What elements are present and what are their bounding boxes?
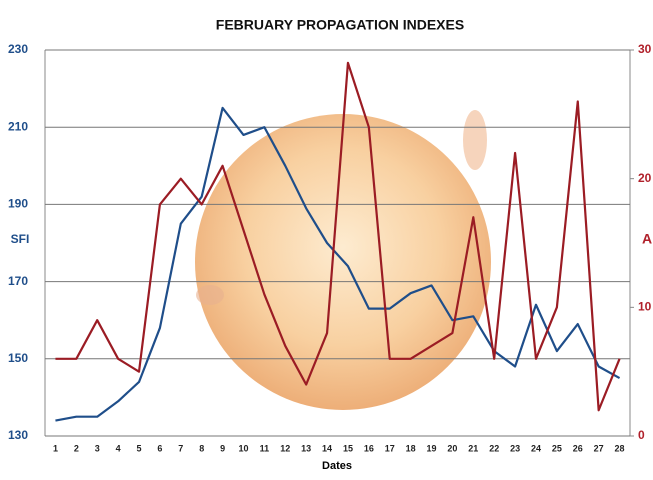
y-tick-label: 150 [8, 351, 28, 365]
y2-tick-label: 30 [638, 42, 652, 56]
x-tick-label: 17 [385, 443, 395, 453]
x-tick-label: 25 [552, 443, 562, 453]
x-tick-label: 15 [343, 443, 353, 453]
x-tick-label: 19 [427, 443, 437, 453]
y2-tick-label: 20 [638, 171, 652, 185]
x-tick-label: 9 [220, 443, 225, 453]
y2-axis-label: A [642, 231, 652, 247]
y-tick-label: 190 [8, 197, 28, 211]
x-tick-label: 26 [573, 443, 583, 453]
x-tick-label: 23 [510, 443, 520, 453]
sun-flare [463, 110, 487, 170]
x-tick-label: 21 [468, 443, 478, 453]
y-axis-label: SFI [11, 232, 30, 246]
x-tick-label: 16 [364, 443, 374, 453]
x-tick-label: 27 [594, 443, 604, 453]
x-tick-label: 1 [53, 443, 58, 453]
x-axis-label: Dates [322, 460, 352, 472]
x-tick-label: 20 [447, 443, 457, 453]
x-tick-label: 4 [116, 443, 121, 453]
x-tick-label: 10 [238, 443, 248, 453]
chart-title: FEBRUARY PROPAGATION INDEXES [216, 17, 464, 33]
x-tick-label: 13 [301, 443, 311, 453]
y-tick-label: 130 [8, 428, 28, 442]
x-tick-label: 3 [95, 443, 100, 453]
x-tick-label: 2 [74, 443, 79, 453]
y-tick-label: 210 [8, 119, 28, 133]
x-tick-label: 24 [531, 443, 541, 453]
x-tick-label: 14 [322, 443, 332, 453]
x-tick-label: 22 [489, 443, 499, 453]
x-tick-label: 28 [615, 443, 625, 453]
y-tick-label: 170 [8, 274, 28, 288]
x-tick-label: 6 [157, 443, 162, 453]
y2-tick-label: 10 [638, 300, 652, 314]
x-tick-label: 5 [137, 443, 142, 453]
x-tick-label: 8 [199, 443, 204, 453]
x-tick-label: 11 [260, 443, 270, 453]
x-tick-label: 12 [280, 443, 290, 453]
x-tick-label: 7 [178, 443, 183, 453]
chart: FEBRUARY PROPAGATION INDEXES SFI A Dates… [0, 0, 653, 480]
y-tick-label: 230 [8, 42, 28, 56]
y2-tick-label: 0 [638, 428, 645, 442]
sun-flare [196, 285, 224, 305]
x-tick-label: 18 [406, 443, 416, 453]
